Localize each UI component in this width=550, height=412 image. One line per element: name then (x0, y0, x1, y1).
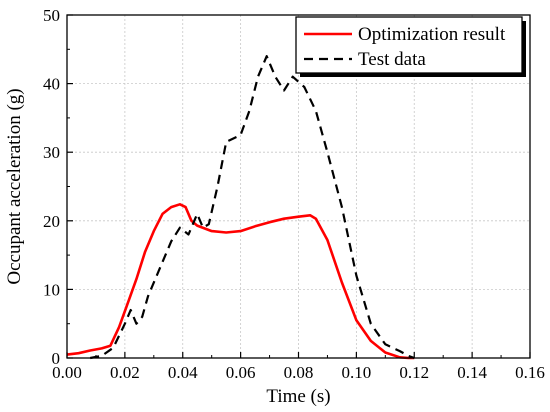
x-tick-label: 0.08 (284, 363, 314, 382)
x-tick-label: 0.10 (342, 363, 372, 382)
legend-label-2: Test data (358, 49, 426, 70)
x-tick-label: 0.16 (515, 363, 545, 382)
y-tick-label: 30 (43, 143, 60, 162)
x-tick-label: 0.06 (226, 363, 256, 382)
series-line-2 (90, 55, 415, 360)
x-tick-label: 0.00 (52, 363, 82, 382)
y-tick-label: 40 (43, 75, 60, 94)
y-tick-label: 10 (43, 280, 60, 299)
legend-label-1: Optimization result (358, 24, 506, 45)
x-tick-label: 0.12 (399, 363, 429, 382)
axes-ticks: 0.00 0.02 0.04 0.06 0.08 0.10 0.12 0.14 0.16 0 10 2… (43, 6, 545, 382)
y-axis-label: Occupant acceleration (g) (4, 88, 25, 284)
plot-area (66, 55, 415, 360)
legend: Optimization result Test data (295, 16, 526, 77)
legend-box (295, 16, 523, 74)
y-tick-label: 0 (52, 349, 61, 368)
x-tick-label: 0.02 (110, 363, 140, 382)
x-axis-label: Time (s) (266, 386, 330, 407)
x-tick-label: 0.14 (457, 363, 487, 382)
y-tick-label: 50 (43, 6, 60, 25)
series-line-1 (66, 203, 415, 360)
x-tick-label: 0.04 (168, 363, 198, 382)
y-tick-label: 20 (43, 212, 60, 231)
